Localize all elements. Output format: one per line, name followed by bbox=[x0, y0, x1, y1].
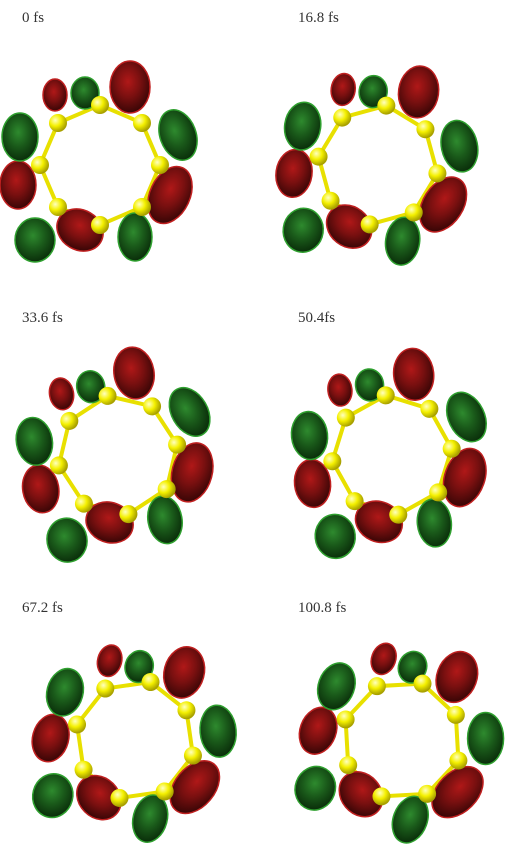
molecule-panel bbox=[0, 61, 204, 262]
figure: 0 fs 16.8 fs 33.6 fs 50.4fs 67.2 fs 100.… bbox=[0, 0, 516, 845]
molecule-panel bbox=[282, 341, 506, 562]
panel-label: 16.8 fs bbox=[298, 10, 339, 26]
panel-label: 67.2 fs bbox=[22, 600, 63, 616]
molecule-panel bbox=[1, 335, 237, 568]
molecule-panel bbox=[13, 614, 262, 845]
panel-label: 33.6 fs bbox=[22, 310, 63, 326]
panel-label: 0 fs bbox=[22, 10, 44, 26]
molecule-panel bbox=[265, 48, 495, 275]
molecule-panel bbox=[275, 608, 516, 845]
page: 0 fs 16.8 fs 33.6 fs 50.4fs 67.2 fs 100.… bbox=[0, 0, 516, 845]
panel-label: 100.8 fs bbox=[298, 600, 346, 616]
panel-label: 50.4fs bbox=[298, 310, 335, 326]
